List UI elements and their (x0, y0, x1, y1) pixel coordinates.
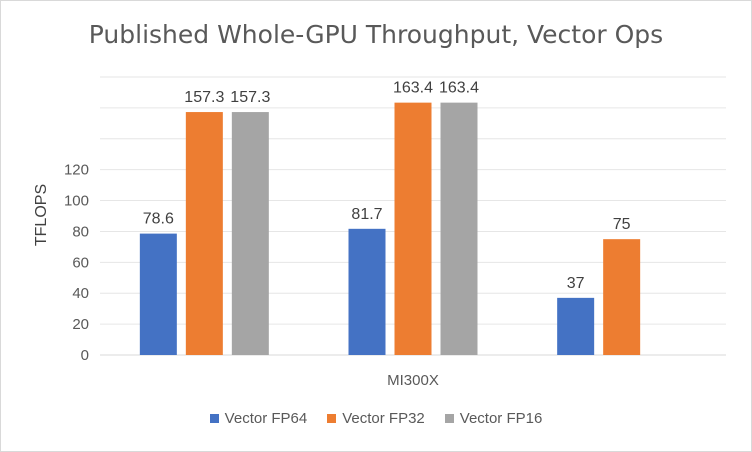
y-tick-label: 0 (81, 347, 89, 364)
y-tick-label: 60 (72, 254, 89, 271)
legend-item-fp32: Vector FP32 (327, 410, 425, 427)
legend-item-fp16: Vector FP16 (444, 410, 543, 427)
legend-item-fp64: Vector FP64 (209, 410, 308, 427)
bar (394, 102, 432, 355)
legend-label-fp32: Vector FP32 (342, 410, 425, 427)
legend-label-fp16: Vector FP16 (459, 410, 543, 427)
legend-swatch-fp64 (209, 414, 219, 423)
data-label: 37 (567, 275, 585, 292)
bar (557, 297, 595, 355)
bar (185, 112, 223, 355)
bar (348, 228, 386, 355)
legend-swatch-fp16 (444, 414, 454, 423)
data-label: 163.4 (439, 80, 479, 97)
y-tick-label: 100 (64, 193, 89, 210)
legend: Vector FP64 Vector FP32 Vector FP16 (0, 410, 752, 427)
y-tick-label: 40 (72, 285, 89, 302)
data-label: 75 (613, 216, 631, 233)
chart-title: Published Whole-GPU Throughput, Vector O… (88, 20, 664, 49)
y-tick-label: 20 (72, 316, 89, 333)
bar (139, 233, 177, 355)
data-label: 78.6 (143, 211, 174, 228)
x-category-label: MI300X (387, 372, 439, 389)
data-label: 157.3 (184, 89, 224, 106)
bar (603, 239, 641, 355)
legend-swatch-fp32 (327, 414, 337, 423)
bar (231, 112, 269, 355)
data-label: 81.7 (351, 206, 382, 223)
bar (440, 102, 478, 355)
legend-label-fp64: Vector FP64 (224, 410, 308, 427)
data-label: 163.4 (393, 80, 433, 97)
data-label: 157.3 (230, 89, 270, 106)
y-tick-label: 120 (64, 162, 89, 179)
y-tick-label: 80 (72, 223, 89, 240)
